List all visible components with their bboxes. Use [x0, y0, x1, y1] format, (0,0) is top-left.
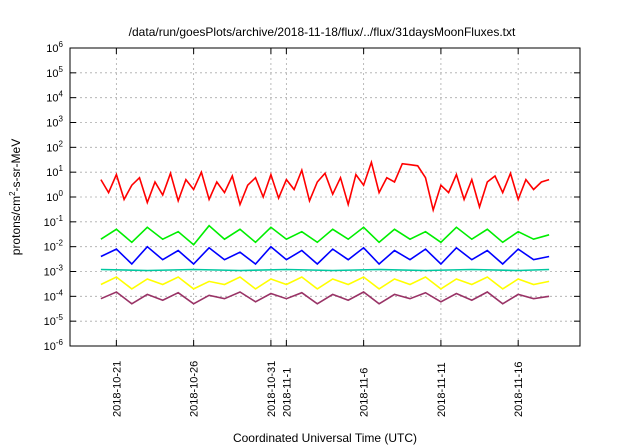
y-tick-label: 101: [46, 164, 63, 179]
y-tick-label: 102: [46, 139, 63, 154]
grid: [70, 48, 580, 346]
y-tick-label: 103: [46, 115, 63, 130]
x-tick-label: 2018-10-26: [189, 361, 201, 417]
y-tick-label: 10-5: [44, 313, 64, 328]
y-axis-label-tail: -s-sr-MeV: [9, 139, 23, 192]
y-tick-label: 10-1: [44, 214, 64, 229]
y-axis-label: protons/cm2-s-sr-MeV: [8, 139, 23, 255]
y-tick-label: 10-6: [44, 338, 64, 353]
y-axis-label-main: protons/cm: [9, 196, 23, 255]
y-tick-label: 106: [46, 40, 63, 55]
x-tick-label: 2018-11-11: [436, 362, 448, 417]
x-tick-label: 2018-11-16: [513, 362, 525, 417]
series-line-5: [100, 276, 550, 290]
y-tick-label: 10-2: [44, 239, 64, 254]
x-tick-label: 2018-10-21: [111, 361, 123, 417]
series-layer: [100, 159, 550, 305]
series-line-3: [100, 245, 550, 266]
y-axis-label-sup: 2: [8, 191, 17, 196]
series-line-1: [100, 159, 550, 214]
x-tick-label: 2018-11-1: [281, 368, 293, 417]
y-tick-label: 10-4: [44, 288, 64, 303]
series-line-4: [100, 268, 550, 272]
y-axis: 10-6 10-5 10-4 10-3 10-2 10-1 100 101 102 103 104 1…: [44, 40, 580, 353]
series-line-6: [100, 291, 550, 305]
chart-title: /data/run/goesPlots/archive/2018-11-18/f…: [129, 25, 516, 39]
x-tick-label: 2018-10-31: [266, 361, 278, 417]
y-tick-label: 10-3: [44, 264, 64, 279]
y-tick-label: 105: [46, 65, 63, 80]
y-tick-label: 100: [46, 189, 63, 204]
series-line-2: [100, 224, 550, 246]
y-tick-label: 104: [46, 90, 63, 105]
x-tick-label: 2018-11-6: [359, 368, 371, 417]
x-axis: 2018-10-21 2018-10-26 2018-10-31 2018-11-1 2…: [111, 48, 525, 417]
x-axis-label: Coordinated Universal Time (UTC): [233, 431, 417, 445]
